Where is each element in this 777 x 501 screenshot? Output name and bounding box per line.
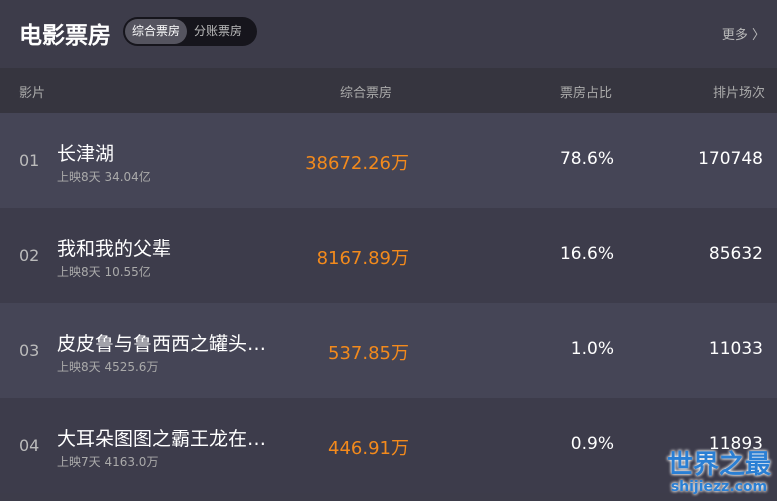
tab-combined[interactable]: 综合票房: [125, 19, 188, 44]
film-name[interactable]: 皮皮鲁与鲁西西之罐头小人: [57, 333, 272, 355]
box-office: 8167.89万: [316, 248, 409, 269]
rank: 03: [19, 341, 40, 360]
col-box: 综合票房: [340, 86, 393, 101]
rank: 02: [19, 246, 40, 265]
watermark: 世界之最 shijiezz.com: [666, 450, 771, 495]
screenings: 11033: [708, 339, 763, 359]
table-row[interactable]: 04 大耳朵图图之霸王龙在行动 上映7天 4163.0万 446.91万 0.9…: [0, 398, 777, 493]
rank: 04: [19, 436, 40, 455]
film-release-info: 上映8天 10.55亿: [57, 265, 151, 279]
film-release-info: 上映8天 34.04亿: [57, 170, 151, 184]
rank: 01: [19, 151, 40, 170]
box-share: 0.9%: [570, 434, 614, 454]
tab-split[interactable]: 分账票房: [194, 24, 243, 38]
column-header: 影片 综合票房 票房占比 排片场次: [0, 68, 777, 113]
screenings: 11893: [708, 434, 763, 454]
col-film: 影片: [19, 86, 46, 101]
box-office: 537.85万: [328, 343, 409, 364]
more-link[interactable]: 更多 〉: [721, 28, 765, 43]
box-office: 446.91万: [328, 438, 409, 459]
col-pct: 票房占比: [560, 86, 613, 101]
box-office: 38672.26万: [305, 153, 409, 174]
film-release-info: 上映7天 4163.0万: [57, 455, 159, 469]
film-release-info: 上映8天 4525.6万: [57, 360, 159, 374]
col-count: 排片场次: [712, 86, 765, 101]
film-name[interactable]: 我和我的父辈: [57, 238, 172, 260]
screenings: 170748: [698, 149, 763, 169]
page-title: 电影票房: [19, 23, 111, 49]
box-office-toggle: 综合票房 分账票房: [123, 17, 257, 46]
box-share: 78.6%: [559, 149, 614, 169]
header: 电影票房 综合票房 分账票房 更多 〉: [0, 0, 777, 68]
box-share: 1.0%: [570, 339, 614, 359]
film-name[interactable]: 长津湖: [57, 143, 115, 165]
box-share: 16.6%: [559, 244, 614, 264]
screenings: 85632: [708, 244, 763, 264]
table-row[interactable]: 03 皮皮鲁与鲁西西之罐头小人 上映8天 4525.6万 537.85万 1.0…: [0, 303, 777, 398]
table-row[interactable]: 02 我和我的父辈 上映8天 10.55亿 8167.89万 16.6% 856…: [0, 208, 777, 303]
table-row[interactable]: 01 长津湖 上映8天 34.04亿 38672.26万 78.6% 17074…: [0, 113, 777, 208]
film-name[interactable]: 大耳朵图图之霸王龙在行动: [57, 428, 272, 450]
